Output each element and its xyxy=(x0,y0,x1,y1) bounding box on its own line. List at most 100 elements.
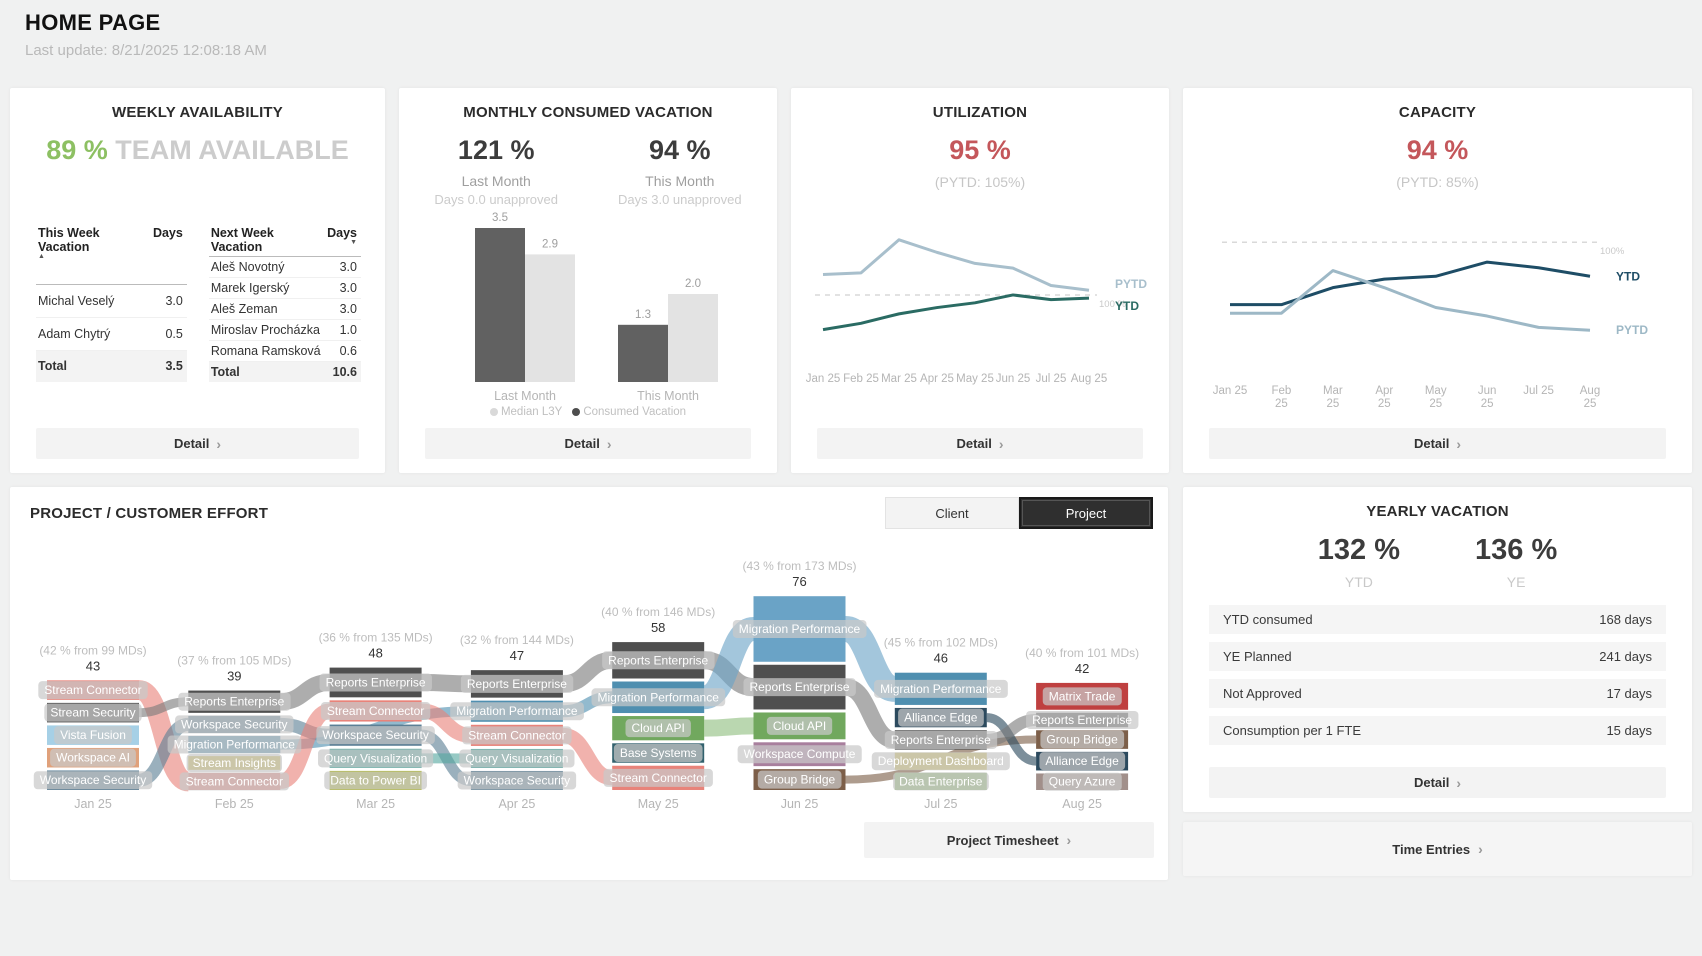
svg-text:76: 76 xyxy=(792,574,806,589)
svg-text:Query Visualization: Query Visualization xyxy=(324,751,427,765)
yearly-vacation-title: YEARLY VACATION xyxy=(1366,503,1509,520)
svg-text:Workspace AI: Workspace AI xyxy=(56,751,130,765)
monthly-detail-button[interactable]: Detail › xyxy=(425,428,751,459)
weekly-availability-title: WEEKLY AVAILABILITY xyxy=(111,104,284,121)
toggle-client-button[interactable]: Client xyxy=(885,497,1019,529)
kpi-block: 136 % YE xyxy=(1475,534,1558,590)
stat-row: Consumption per 1 FTE 15 days xyxy=(1209,716,1666,745)
svg-text:Jul 25: Jul 25 xyxy=(1036,373,1067,385)
svg-text:Migration Performance: Migration Performance xyxy=(739,622,861,636)
page-title: HOME PAGE xyxy=(25,10,161,35)
yearly-detail-button[interactable]: Detail › xyxy=(1209,767,1666,798)
kpi-block: 121 % Last Month Days 0.0 unapproved xyxy=(434,135,558,207)
svg-text:Jul 25: Jul 25 xyxy=(1523,385,1554,397)
svg-text:Workspace Security: Workspace Security xyxy=(322,728,428,742)
stat-row: Not Approved 17 days xyxy=(1209,679,1666,708)
kpi-block: 132 % YTD xyxy=(1317,534,1400,590)
stat-row: YTD consumed 168 days xyxy=(1209,605,1666,634)
svg-text:Stream Connector: Stream Connector xyxy=(186,774,283,788)
svg-text:Reports Enterprise: Reports Enterprise xyxy=(891,733,991,747)
capacity-kpi: 94 % xyxy=(1406,135,1469,165)
chevron-right-icon: › xyxy=(1456,435,1462,452)
svg-text:Aug: Aug xyxy=(1580,385,1600,397)
svg-text:Feb 25: Feb 25 xyxy=(215,797,254,811)
svg-text:Feb: Feb xyxy=(1272,385,1292,397)
team-available-value: 89 % xyxy=(46,135,108,165)
svg-text:Aug 25: Aug 25 xyxy=(1071,373,1107,385)
svg-text:Migration Performance: Migration Performance xyxy=(880,682,1002,696)
svg-text:1.3: 1.3 xyxy=(635,309,651,321)
column-header-days[interactable]: Days ▼ xyxy=(325,223,361,257)
svg-text:58: 58 xyxy=(651,620,665,635)
svg-text:25: 25 xyxy=(1584,398,1597,410)
effort-title: PROJECT / CUSTOMER EFFORT xyxy=(30,505,269,522)
svg-text:Query Visualization: Query Visualization xyxy=(465,751,568,765)
utilization-detail-button[interactable]: Detail › xyxy=(817,428,1143,459)
project-customer-effort-card: PROJECT / CUSTOMER EFFORT Client Project … xyxy=(10,487,1168,880)
table-row: Michal Veselý 3.0 xyxy=(36,284,187,318)
svg-text:Reports Enterprise: Reports Enterprise xyxy=(467,677,567,691)
utilization-pytd-label: (PYTD: 105%) xyxy=(934,174,1026,190)
bar-chart-legend: Median L3Y Consumed Vacation xyxy=(399,406,777,418)
svg-text:Workspace Security: Workspace Security xyxy=(40,773,146,787)
svg-text:25: 25 xyxy=(1429,398,1442,410)
legend-dot-icon xyxy=(572,408,581,416)
chevron-right-icon: › xyxy=(998,435,1004,452)
time-entries-button[interactable]: Time Entries › xyxy=(1183,822,1692,876)
svg-text:May 25: May 25 xyxy=(638,797,679,811)
chevron-right-icon: › xyxy=(216,435,222,452)
svg-text:2.9: 2.9 xyxy=(542,238,558,250)
svg-text:46: 46 xyxy=(934,651,948,666)
toggle-project-button[interactable]: Project xyxy=(1019,497,1153,529)
svg-text:(36 % from 135 MDs): (36 % from 135 MDs) xyxy=(319,631,433,645)
chevron-right-icon: › xyxy=(1456,774,1462,791)
svg-text:Jun 25: Jun 25 xyxy=(781,797,819,811)
svg-text:Jul 25: Jul 25 xyxy=(924,797,957,811)
svg-text:Migration Performance: Migration Performance xyxy=(598,690,720,704)
svg-text:Apr: Apr xyxy=(1375,385,1393,397)
svg-text:25: 25 xyxy=(1378,398,1391,410)
capacity-detail-button[interactable]: Detail › xyxy=(1209,428,1666,459)
legend-item: Consumed Vacation xyxy=(572,406,686,418)
weekly-detail-button[interactable]: Detail › xyxy=(36,428,359,459)
svg-text:Reports Enterprise: Reports Enterprise xyxy=(749,680,849,694)
svg-text:25: 25 xyxy=(1326,398,1339,410)
table-row: Adam Chytrý 0.5 xyxy=(36,317,187,351)
monthly-vacation-bar-chart: 3.5 2.9 Last Month 1.3 2.0 This Month xyxy=(475,212,718,403)
svg-text:YTD: YTD xyxy=(1115,299,1139,313)
svg-text:Stream Security: Stream Security xyxy=(50,706,135,720)
table-total-row: Total 3.5 xyxy=(36,350,187,382)
svg-text:39: 39 xyxy=(227,669,241,684)
svg-text:Migration Performance: Migration Performance xyxy=(456,704,578,718)
kpi-block: 94 % This Month Days 3.0 unapproved xyxy=(618,135,742,207)
svg-text:(32 % from 144 MDs): (32 % from 144 MDs) xyxy=(460,633,574,647)
this-week-vacation-table: This Week Vacation ▲ Days Michal Veselý 3.0… xyxy=(36,223,187,382)
yearly-vacation-card: YEARLY VACATION 132 % YTD 136 % YE YTD cons… xyxy=(1183,487,1692,812)
weekly-availability-card: WEEKLY AVAILABILITY 89 % TEAM AVAILABLE … xyxy=(10,88,385,473)
project-timesheet-button[interactable]: Project Timesheet › xyxy=(864,822,1154,858)
svg-text:Workspace Security: Workspace Security xyxy=(181,717,287,731)
svg-text:48: 48 xyxy=(368,646,382,661)
svg-text:May 25: May 25 xyxy=(956,373,994,385)
column-header-name[interactable]: This Week Vacation ▲ xyxy=(36,223,151,286)
svg-text:Feb 25: Feb 25 xyxy=(843,373,879,385)
legend-dot-icon xyxy=(489,408,498,416)
utilization-card: UTILIZATION 95 % (PYTD: 105%) 100 % PYTD Y… xyxy=(791,88,1169,473)
yearly-kpis: 132 % YTD 136 % YE xyxy=(1183,534,1692,590)
svg-text:25: 25 xyxy=(1481,398,1494,410)
svg-text:Workspace Compute: Workspace Compute xyxy=(744,747,856,761)
table-row: Marek Igerský 3.0 xyxy=(208,277,361,299)
svg-text:Alliance Edge: Alliance Edge xyxy=(1045,754,1119,768)
column-header-days[interactable]: Days xyxy=(150,223,187,286)
svg-text:43: 43 xyxy=(86,658,100,673)
svg-text:Alliance Edge: Alliance Edge xyxy=(904,711,978,725)
svg-text:47: 47 xyxy=(510,648,524,663)
svg-text:Deployment Dashboard: Deployment Dashboard xyxy=(878,754,1004,768)
chevron-right-icon: › xyxy=(606,435,612,452)
column-header-name[interactable]: Next Week Vacation xyxy=(208,223,326,257)
svg-text:Stream Connector: Stream Connector xyxy=(327,704,424,718)
svg-text:Cloud API: Cloud API xyxy=(632,721,685,735)
svg-text:Group Bridge: Group Bridge xyxy=(1046,733,1118,747)
